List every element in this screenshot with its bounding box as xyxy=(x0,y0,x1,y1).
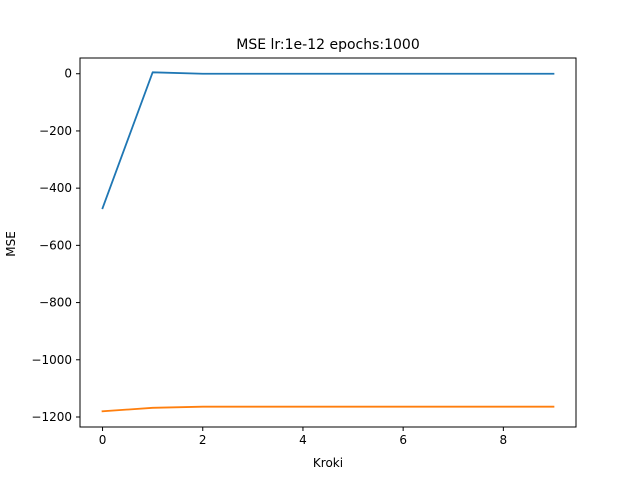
y-axis-label: MSE xyxy=(4,231,18,257)
series-line-2 xyxy=(101,405,555,413)
plot-area: 0 2 4 6 8 0 −200 −400 −600 −800 −1000 −1200 xyxy=(31,57,577,447)
y-tick-label: 0 xyxy=(64,67,72,81)
x-tick-label: 2 xyxy=(199,433,207,447)
x-tick-label: 8 xyxy=(500,433,508,447)
y-tick-label: −200 xyxy=(39,124,72,138)
series-line-1 xyxy=(101,71,555,210)
x-tick-label: 4 xyxy=(299,433,307,447)
chart-title: MSE lr:1e-12 epochs:1000 xyxy=(236,37,420,53)
x-tick-label: 0 xyxy=(99,433,107,447)
y-tick-label: −600 xyxy=(39,238,72,252)
y-tick-label: −400 xyxy=(39,181,72,195)
x-tick-label: 6 xyxy=(399,433,407,447)
y-tick-label: −1200 xyxy=(31,410,72,424)
x-axis-label: Kroki xyxy=(313,456,343,470)
y-tick-label: −1000 xyxy=(31,353,72,367)
y-tick-label: −800 xyxy=(39,296,72,310)
axes-frame xyxy=(79,57,577,428)
